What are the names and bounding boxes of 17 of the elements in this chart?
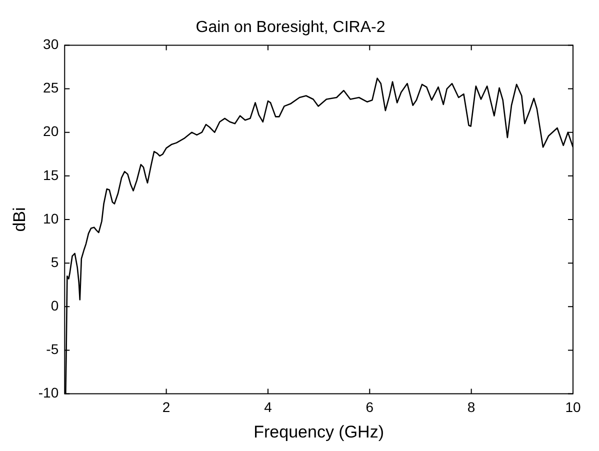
- x-tick-label: 6: [366, 399, 374, 416]
- y-tick-label: 10: [43, 210, 59, 226]
- y-tick-label: -10: [38, 384, 59, 401]
- y-tick-label: 15: [43, 166, 59, 183]
- x-tick-label: 10: [565, 399, 581, 416]
- x-axis-title: Frequency (GHz): [254, 422, 384, 442]
- y-tick-label: 20: [43, 123, 59, 140]
- x-tick-label: 2: [162, 399, 170, 416]
- y-tick-label: 5: [50, 254, 59, 270]
- x-tick-label: 4: [264, 399, 272, 416]
- y-tick-label: 0: [50, 298, 59, 314]
- y-axis-title: dBi: [10, 207, 29, 232]
- x-tick-label: 8: [467, 399, 476, 416]
- y-tick-label: 25: [43, 80, 59, 96]
- y-tick-label: 30: [43, 36, 59, 52]
- chart-title: Gain on Boresight, CIRA-2: [196, 19, 386, 36]
- y-tick-label: -5: [46, 341, 59, 358]
